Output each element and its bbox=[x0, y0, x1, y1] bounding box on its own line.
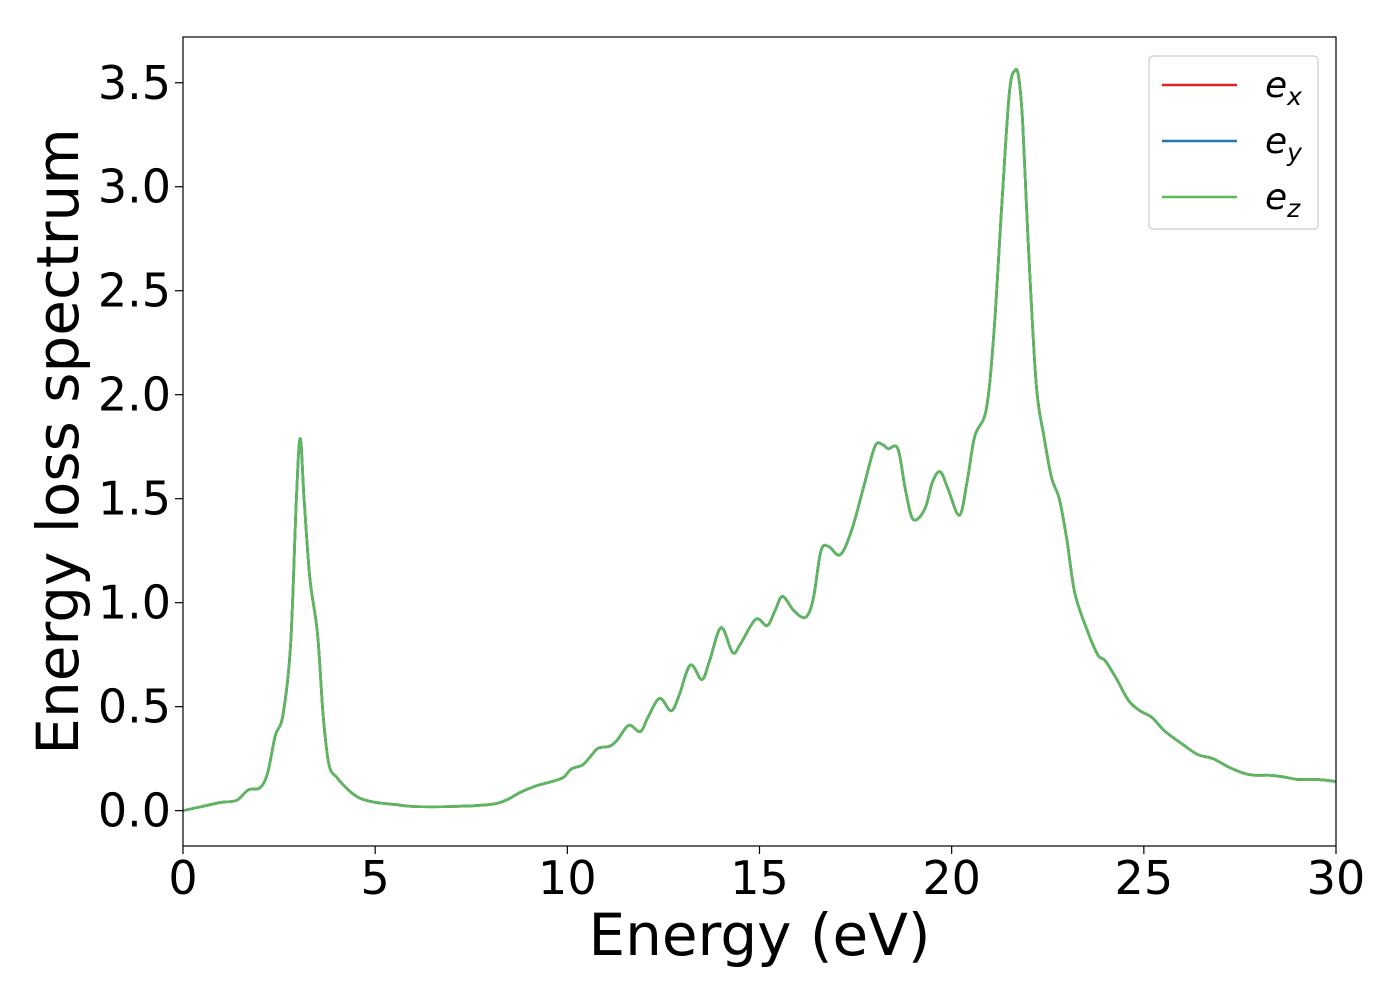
x-tick-label: 15 bbox=[730, 851, 789, 905]
y-tick-label: 2.0 bbox=[98, 368, 171, 422]
legend-label-z: ez bbox=[1265, 177, 1301, 223]
x-tick-label: 20 bbox=[922, 851, 981, 905]
y-tick-label: 3.0 bbox=[98, 160, 171, 214]
y-axis: 0.0 0.5 1.0 1.5 2.0 2.5 3.0 3.5 bbox=[98, 56, 183, 838]
y-tick-label: 1.5 bbox=[98, 472, 171, 526]
legend-frame bbox=[1148, 55, 1319, 230]
y-tick-label: 0.5 bbox=[98, 680, 171, 734]
y-tick-label: 0.0 bbox=[98, 784, 171, 838]
x-tick-label: 30 bbox=[1307, 851, 1366, 905]
x-axis: 0 5 10 15 20 25 30 bbox=[168, 846, 1365, 905]
legend-label-y: ey bbox=[1265, 121, 1303, 167]
y-tick-label: 1.0 bbox=[98, 576, 171, 630]
y-axis-title: Energy loss spectrum bbox=[24, 128, 92, 754]
x-tick-label: 5 bbox=[361, 851, 390, 905]
legend-label-x: ex bbox=[1265, 65, 1302, 111]
legend: ex ey ez bbox=[1148, 55, 1319, 230]
x-axis-title: Energy (eV) bbox=[588, 901, 930, 969]
series-layer bbox=[183, 67, 1336, 812]
series-line-e-z bbox=[183, 67, 1336, 812]
x-tick-label: 0 bbox=[168, 851, 197, 905]
y-tick-label: 2.5 bbox=[98, 264, 171, 318]
x-tick-label: 10 bbox=[538, 851, 597, 905]
x-tick-label: 25 bbox=[1115, 851, 1174, 905]
y-tick-label: 3.5 bbox=[98, 56, 171, 110]
